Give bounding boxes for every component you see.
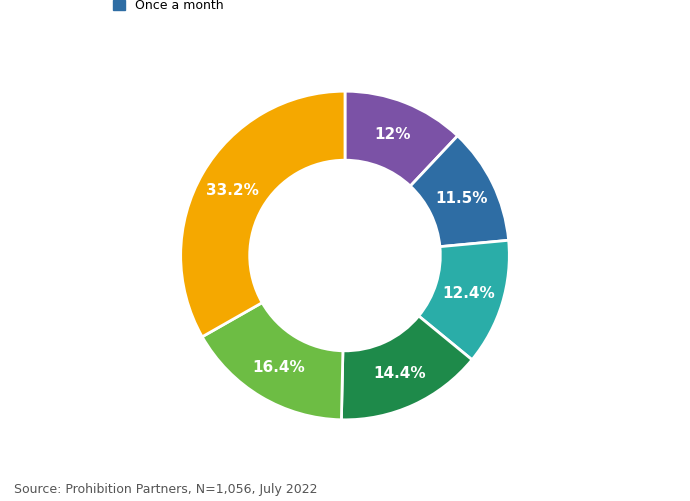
- Text: 12%: 12%: [375, 127, 411, 142]
- Text: 11.5%: 11.5%: [435, 191, 488, 206]
- Wedge shape: [181, 91, 345, 337]
- Wedge shape: [411, 136, 509, 246]
- Wedge shape: [345, 91, 457, 186]
- Wedge shape: [342, 316, 472, 420]
- Text: Source: Prohibition Partners, N=1,056, July 2022: Source: Prohibition Partners, N=1,056, J…: [14, 483, 317, 496]
- Text: 33.2%: 33.2%: [206, 183, 259, 198]
- Text: 14.4%: 14.4%: [373, 366, 426, 381]
- Wedge shape: [419, 240, 509, 360]
- Text: 16.4%: 16.4%: [252, 360, 305, 375]
- Wedge shape: [202, 303, 343, 420]
- Legend: Twice or more per week, Once a month, Once a week, Once every couple of weeks, O: Twice or more per week, Once a month, On…: [113, 0, 690, 12]
- Text: 12.4%: 12.4%: [443, 286, 495, 301]
